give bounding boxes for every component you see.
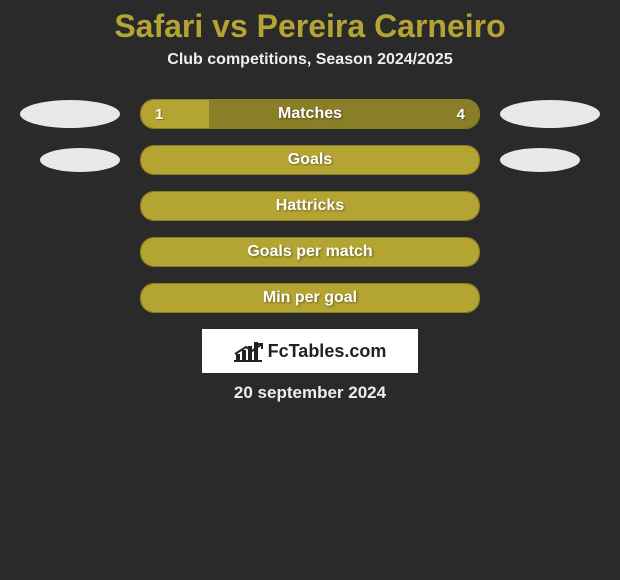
stat-value-right: 4: [209, 100, 479, 128]
comparison-row: 14Matches: [0, 99, 620, 129]
comparison-rows: 14Matches Goals Hattricks Goals per match Mi…: [0, 99, 620, 313]
snapshot-date: 20 september 2024: [0, 383, 620, 403]
stat-bar-fill: [141, 192, 479, 220]
logo-box: FcTables.com: [202, 329, 418, 373]
stat-bar-fill: [141, 146, 479, 174]
stat-bar: Min per goal: [140, 283, 480, 313]
stat-bar: 14Matches: [140, 99, 480, 129]
player-avatar-left: [40, 148, 120, 172]
stat-bar: Hattricks: [140, 191, 480, 221]
stat-bar-fill: [141, 238, 479, 266]
stat-bar-fill: [141, 284, 479, 312]
comparison-row: Min per goal: [0, 283, 620, 313]
stat-bar: Goals per match: [140, 237, 480, 267]
player-avatar-left: [20, 100, 120, 128]
page-title: Safari vs Pereira Carneiro: [0, 0, 620, 51]
player-avatar-right: [500, 148, 580, 172]
comparison-row: Goals per match: [0, 237, 620, 267]
fctables-icon: [234, 340, 262, 362]
stat-bar: Goals: [140, 145, 480, 175]
comparison-row: Goals: [0, 145, 620, 175]
comparison-row: Hattricks: [0, 191, 620, 221]
page-subtitle: Club competitions, Season 2024/2025: [0, 51, 620, 99]
stat-value-left: 1: [141, 100, 209, 128]
logo-text: FcTables.com: [268, 341, 387, 362]
player-avatar-right: [500, 100, 600, 128]
